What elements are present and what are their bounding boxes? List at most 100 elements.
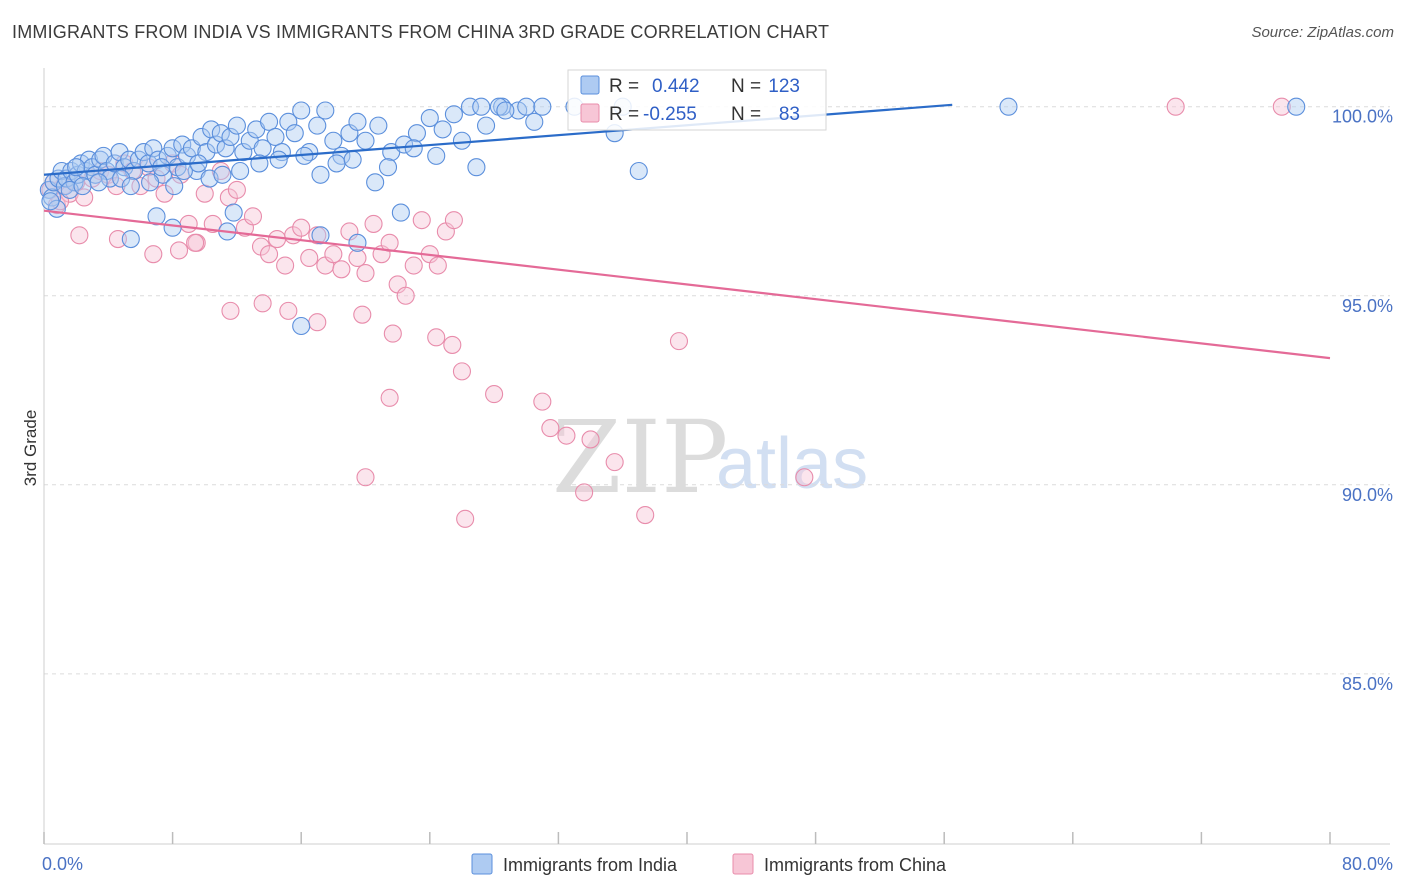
y-axis-label: 3rd Grade — [21, 410, 40, 487]
india-point-43 — [216, 139, 235, 158]
india-point-91 — [269, 150, 288, 169]
china-point-41 — [364, 214, 383, 233]
india-point-59 — [324, 131, 343, 150]
india-point-104 — [311, 226, 330, 245]
india-point-70 — [444, 105, 463, 124]
china-point-28 — [259, 245, 279, 264]
china-point-69 — [541, 419, 560, 438]
india-point-108 — [472, 97, 491, 116]
china-point-73 — [575, 483, 594, 502]
china-point-45 — [396, 286, 415, 305]
x-tick-label-0: 0.0% — [42, 854, 83, 874]
china-point-62 — [353, 305, 372, 324]
india-point-107 — [467, 158, 486, 177]
china-point-12 — [131, 177, 150, 196]
watermark: ZIP atlas — [552, 399, 868, 516]
chart-source: Source: ZipAtlas.com — [1251, 24, 1394, 41]
india-point-121 — [999, 97, 1018, 116]
india-point-68 — [420, 109, 439, 128]
china-point-15 — [155, 184, 174, 203]
china-point-40 — [356, 264, 375, 283]
india-point-63 — [356, 131, 375, 150]
china-point-33 — [300, 248, 319, 268]
china-point-66 — [452, 362, 472, 381]
india-point-116 — [121, 229, 140, 249]
india-point-120 — [1287, 97, 1306, 116]
watermark-zip: ZIP — [552, 399, 728, 516]
india-point-119 — [496, 101, 515, 120]
india-point-89 — [231, 161, 250, 181]
china-point-78 — [356, 468, 375, 487]
china-point-65 — [443, 335, 462, 354]
china-point-80 — [1166, 97, 1185, 116]
india-point-103 — [224, 203, 243, 222]
china-point-5 — [75, 188, 94, 207]
india-point-98 — [404, 139, 423, 158]
china-point-21 — [203, 214, 222, 233]
india-point-44 — [221, 127, 240, 147]
india-point-54 — [285, 124, 304, 143]
india-point-62 — [348, 112, 367, 131]
india-point-93 — [311, 165, 330, 184]
india-point-95 — [343, 150, 362, 169]
india-point-49 — [253, 139, 272, 158]
india-point-79 — [89, 173, 108, 192]
india-point-80 — [112, 169, 131, 188]
india-point-117 — [292, 316, 311, 336]
stats-n-value-india: 123 — [768, 76, 800, 97]
china-point-39 — [348, 248, 367, 268]
india-point-57 — [308, 116, 327, 135]
china-point-79 — [380, 388, 399, 407]
china-point-60 — [279, 301, 298, 320]
stats-n-label-china: N = — [731, 104, 761, 125]
india-point-99 — [427, 146, 446, 165]
series-india-points — [39, 97, 1306, 336]
stats-r-value-china: -0.255 — [643, 104, 697, 125]
legend-label-china[interactable]: Immigrants from China — [764, 855, 947, 875]
china-point-75 — [795, 468, 814, 487]
china-point-76 — [669, 332, 689, 351]
chart-title: IMMIGRANTS FROM INDIA VS IMMIGRANTS FROM… — [12, 22, 830, 42]
india-point-105 — [391, 203, 410, 222]
china-point-81 — [1272, 97, 1291, 116]
stats-swatch-china — [580, 103, 600, 123]
stats-n-label-india: N = — [731, 76, 761, 97]
india-point-45 — [227, 116, 246, 135]
stats-r-label-india: R = — [609, 76, 639, 97]
china-point-67 — [485, 385, 504, 404]
india-point-84 — [165, 177, 184, 196]
india-point-32 — [163, 139, 182, 158]
watermark-atlas: atlas — [716, 424, 868, 504]
india-point-94 — [327, 154, 346, 173]
stats-swatch-india — [580, 75, 600, 95]
india-point-58 — [316, 101, 335, 120]
stats-r-label-china: R = — [609, 104, 639, 125]
china-point-49 — [428, 256, 447, 275]
china-point-36 — [324, 245, 343, 264]
china-point-24 — [227, 180, 246, 199]
china-point-74 — [636, 506, 655, 525]
india-point-46 — [234, 143, 253, 162]
legend-swatch-india[interactable] — [471, 853, 493, 875]
india-point-122 — [41, 192, 60, 211]
china-point-53 — [70, 226, 89, 245]
india-point-34 — [173, 135, 192, 154]
china-trendline — [43, 209, 1331, 360]
india-point-110 — [533, 97, 552, 116]
grid-lines — [44, 106, 1390, 675]
x-tick-label-80: 80.0% — [1342, 854, 1393, 874]
y-tick-labels: 100.0% 95.0% 90.0% 85.0% — [1332, 107, 1393, 694]
india-point-28 — [144, 139, 163, 158]
china-point-70 — [557, 426, 576, 445]
india-point-114 — [629, 161, 648, 181]
china-point-55 — [144, 245, 163, 264]
legend-swatch-china[interactable] — [732, 853, 754, 875]
bottom-legend: Immigrants from India Immigrants from Ch… — [471, 853, 947, 875]
china-point-20 — [195, 184, 214, 203]
india-point-75 — [517, 97, 536, 116]
stats-n-value-china: 83 — [779, 104, 800, 125]
legend-label-india[interactable]: Immigrants from India — [503, 855, 678, 875]
india-point-115 — [348, 233, 367, 252]
